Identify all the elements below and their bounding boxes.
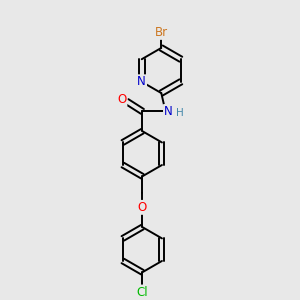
Text: N: N xyxy=(137,75,146,88)
Text: O: O xyxy=(117,93,126,106)
Text: O: O xyxy=(138,201,147,214)
Text: Br: Br xyxy=(155,26,168,39)
Text: N: N xyxy=(164,105,173,118)
Text: H: H xyxy=(176,108,184,118)
Text: Cl: Cl xyxy=(136,286,148,298)
